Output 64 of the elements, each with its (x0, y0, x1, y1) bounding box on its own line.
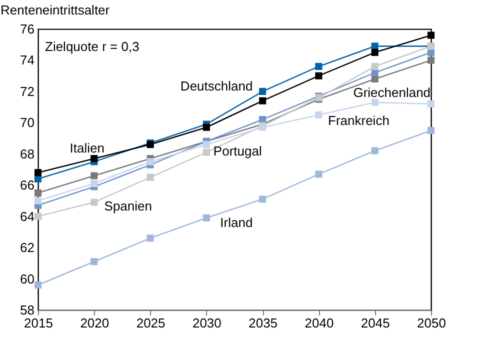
point (34, 281, 42, 289)
point (202, 140, 210, 148)
point (427, 100, 435, 108)
x-tick-label: 2030 (192, 316, 222, 330)
x-tick-label: 2035 (248, 316, 278, 330)
series-label: Italien (70, 140, 104, 156)
point (90, 172, 98, 180)
point (90, 180, 98, 188)
point (371, 75, 378, 82)
series-label: Spanien (104, 198, 152, 214)
y-tick-label: 66 (20, 178, 34, 193)
point (259, 97, 266, 104)
point (371, 48, 378, 56)
point (90, 155, 98, 162)
y-tick-label: 64 (20, 208, 34, 224)
point (371, 42, 378, 50)
point (371, 98, 378, 106)
series-label: Frankreich (328, 112, 390, 128)
y-tick-label: 60 (20, 271, 34, 286)
series-label: Deutschland (180, 78, 253, 94)
y-tick-label: 58 (20, 302, 34, 318)
point (371, 62, 378, 70)
point (427, 56, 435, 64)
point (34, 175, 42, 182)
y-tick-label: 72 (20, 84, 34, 99)
point (146, 234, 154, 242)
series-label: Irland (220, 214, 253, 230)
point (34, 197, 42, 204)
point (315, 170, 322, 178)
x-tick-label: 2015 (24, 316, 53, 330)
point (90, 198, 98, 206)
point (34, 189, 42, 196)
y-tick-label: 76 (20, 22, 34, 36)
point (34, 169, 42, 176)
y-tick-label: 68 (20, 146, 34, 162)
point (259, 196, 266, 203)
point (90, 258, 98, 266)
point (202, 124, 210, 131)
series-label: Griechenland (353, 84, 431, 100)
y-tick-label: 62 (20, 240, 34, 256)
x-tick-label: 2040 (304, 316, 334, 330)
series-label: Portugal (213, 143, 262, 158)
point (315, 62, 322, 70)
annotation: Zielquote r = 0,3 (45, 39, 140, 54)
x-tick-label: 2050 (417, 316, 446, 330)
point (315, 72, 322, 80)
point (427, 126, 435, 134)
y-axis-title: Renteneintrittsalter (0, 2, 110, 18)
x-tick-label: 2025 (136, 316, 166, 330)
point (146, 174, 154, 181)
x-tick-label: 2020 (80, 316, 110, 330)
y-tick-label: 70 (20, 115, 34, 130)
point (259, 116, 266, 124)
point (315, 111, 322, 118)
point (427, 32, 435, 39)
point (202, 214, 210, 222)
point (34, 212, 42, 220)
y-tick-label: 74 (20, 52, 34, 68)
point (259, 88, 266, 95)
point (146, 158, 154, 166)
point (427, 48, 435, 56)
point (371, 147, 378, 154)
x-tick-label: 2045 (360, 316, 390, 330)
point (202, 148, 210, 156)
